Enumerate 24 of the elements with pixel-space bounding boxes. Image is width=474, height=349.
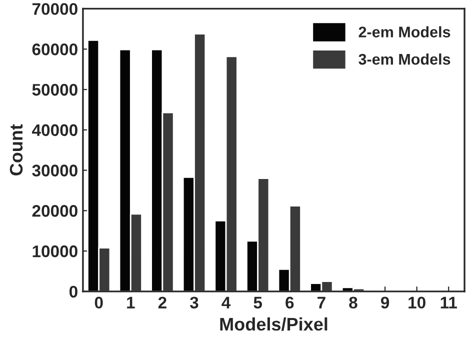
- y-tick-label: 60000: [32, 44, 78, 56]
- y-tick-label: 20000: [32, 205, 78, 217]
- y-axis-title: Count: [10, 124, 23, 176]
- y-tick-label: 10000: [32, 245, 78, 258]
- x-tick-label: 2: [158, 296, 166, 308]
- legend-label: 3-em Models: [358, 53, 450, 65]
- x-tick-label: 5: [254, 296, 262, 309]
- x-tick-label: 10: [408, 296, 426, 309]
- y-tick-label: 40000: [32, 124, 78, 136]
- legend-label: 2-em Models: [358, 26, 450, 38]
- x-tick-label: 1: [127, 296, 135, 308]
- x-tick-label: 4: [222, 296, 231, 308]
- x-tick-label: 8: [349, 296, 358, 309]
- x-tick-label: 9: [380, 296, 390, 309]
- x-tick-label: 0: [94, 296, 103, 309]
- y-tick-label: 70000: [32, 3, 78, 15]
- x-tick-label: 6: [286, 296, 294, 309]
- x-tick-label: 11: [440, 296, 457, 308]
- x-tick-label: 3: [190, 296, 198, 309]
- x-axis-title: Models/Pixel: [220, 317, 328, 331]
- x-tick-label: 7: [318, 296, 326, 308]
- y-tick-label: 50000: [32, 84, 78, 96]
- y-tick-label: 30000: [32, 164, 78, 176]
- y-tick-label: 0: [69, 286, 78, 298]
